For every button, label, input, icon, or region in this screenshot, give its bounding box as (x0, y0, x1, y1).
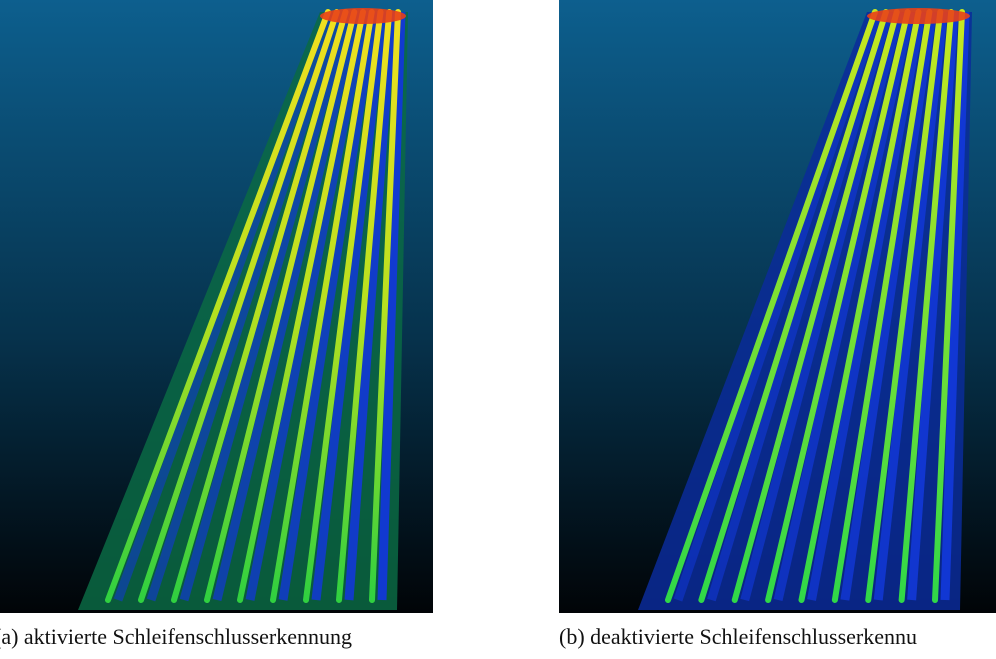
row-end (320, 8, 406, 24)
page: {"figures": [ {"caption": "(a) aktiviert… (0, 0, 996, 659)
figure (0, 0, 996, 659)
caption-b: (b) deaktivierte Schleifenschlusserkennu (559, 622, 917, 652)
caption-a: (a) aktivierte Schleifenschlusserkennung (0, 622, 352, 652)
row-end (867, 8, 970, 24)
